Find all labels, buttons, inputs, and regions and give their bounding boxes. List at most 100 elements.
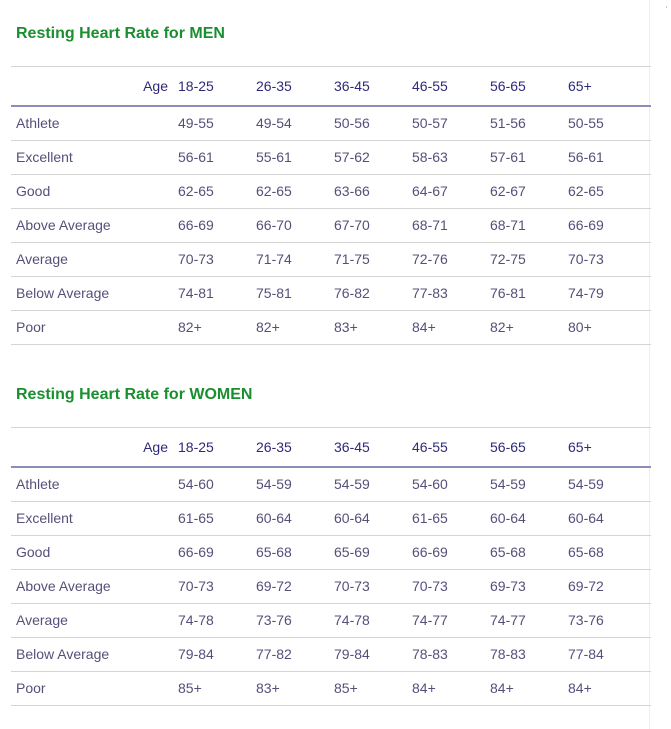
heart-rate-range-cell: 62-65	[256, 174, 334, 209]
age-range-header: 56-65	[490, 427, 568, 468]
heart-rate-range-cell: 74-79	[568, 276, 651, 311]
fitness-level-label: Athlete	[11, 106, 178, 141]
heart-rate-range-cell: 56-61	[178, 140, 256, 175]
age-range-header: 36-45	[334, 427, 412, 468]
table-row: Poor 82+ 82+ 83+ 84+ 82+ 80+	[11, 310, 651, 345]
fitness-level-label: Above Average	[11, 208, 178, 243]
heart-rate-range-cell: 54-59	[490, 467, 568, 502]
heart-rate-range-cell: 77-83	[412, 276, 490, 311]
table-row: Above Average 70-73 69-72 70-73 70-73 69-73 69…	[11, 569, 651, 604]
heart-rate-range-cell: 77-82	[256, 637, 334, 672]
scroll-indicator	[666, 6, 667, 8]
women-heart-rate-table: Age 18-25 26-35 36-45 46-55 56-65 65+ At…	[11, 427, 651, 706]
heart-rate-range-cell: 69-73	[490, 569, 568, 604]
heart-rate-range-cell: 77-84	[568, 637, 651, 672]
table-row: Good 62-65 62-65 63-66 64-67 62-67 62-65	[11, 174, 651, 209]
heart-rate-range-cell: 54-60	[178, 467, 256, 502]
heart-rate-range-cell: 50-56	[334, 106, 412, 141]
heart-rate-range-cell: 68-71	[490, 208, 568, 243]
heart-rate-range-cell: 60-64	[256, 501, 334, 536]
heart-rate-range-cell: 60-64	[334, 501, 412, 536]
table-row: Average 70-73 71-74 71-75 72-76 72-75 70-73	[11, 242, 651, 277]
heart-rate-range-cell: 70-73	[178, 569, 256, 604]
heart-rate-range-cell: 74-77	[412, 603, 490, 638]
table-header-row: Age 18-25 26-35 36-45 46-55 56-65 65+	[11, 66, 651, 107]
heart-rate-range-cell: 64-67	[412, 174, 490, 209]
heart-rate-range-cell: 50-57	[412, 106, 490, 141]
heart-rate-range-cell: 57-61	[490, 140, 568, 175]
heart-rate-range-cell: 79-84	[178, 637, 256, 672]
heart-rate-range-cell: 84+	[412, 310, 490, 345]
table-row: Above Average 66-69 66-70 67-70 68-71 68-71 66…	[11, 208, 651, 243]
heart-rate-range-cell: 54-59	[334, 467, 412, 502]
heart-rate-range-cell: 70-73	[334, 569, 412, 604]
heart-rate-range-cell: 54-59	[256, 467, 334, 502]
heart-rate-range-cell: 69-72	[256, 569, 334, 604]
heart-rate-range-cell: 83+	[256, 671, 334, 706]
heart-rate-range-cell: 62-67	[490, 174, 568, 209]
fitness-level-label: Excellent	[11, 140, 178, 175]
fitness-level-label: Below Average	[11, 637, 178, 672]
heart-rate-range-cell: 85+	[178, 671, 256, 706]
table-header-row: Age 18-25 26-35 36-45 46-55 56-65 65+	[11, 427, 651, 468]
table-row: Athlete 49-55 49-54 50-56 50-57 51-56 50-55	[11, 106, 651, 141]
table-row: Good 66-69 65-68 65-69 66-69 65-68 65-68	[11, 535, 651, 570]
heart-rate-range-cell: 66-69	[412, 535, 490, 570]
heart-rate-range-cell: 57-62	[334, 140, 412, 175]
heart-rate-range-cell: 54-60	[412, 467, 490, 502]
heart-rate-range-cell: 60-64	[568, 501, 651, 536]
table-row: Below Average 74-81 75-81 76-82 77-83 76-81 74…	[11, 276, 651, 311]
age-range-header: 36-45	[334, 66, 412, 107]
heart-rate-range-cell: 70-73	[178, 242, 256, 277]
heart-rate-range-cell: 66-70	[256, 208, 334, 243]
heart-rate-range-cell: 50-55	[568, 106, 651, 141]
age-range-header: 26-35	[256, 66, 334, 107]
heart-rate-range-cell: 78-83	[490, 637, 568, 672]
heart-rate-range-cell: 75-81	[256, 276, 334, 311]
heart-rate-range-cell: 82+	[490, 310, 568, 345]
heart-rate-range-cell: 80+	[568, 310, 651, 345]
fitness-level-label: Average	[11, 242, 178, 277]
age-column-label: Age	[11, 427, 178, 468]
heart-rate-range-cell: 82+	[256, 310, 334, 345]
heart-rate-range-cell: 65-69	[334, 535, 412, 570]
heart-rate-range-cell: 66-69	[568, 208, 651, 243]
age-range-header: 56-65	[490, 66, 568, 107]
heart-rate-range-cell: 74-78	[178, 603, 256, 638]
heart-rate-range-cell: 72-76	[412, 242, 490, 277]
heart-rate-range-cell: 72-75	[490, 242, 568, 277]
heart-rate-range-cell: 83+	[334, 310, 412, 345]
age-range-header: 65+	[568, 66, 651, 107]
page-edge-divider	[649, 0, 650, 729]
heart-rate-range-cell: 73-76	[568, 603, 651, 638]
heart-rate-range-cell: 68-71	[412, 208, 490, 243]
age-range-header: 26-35	[256, 427, 334, 468]
age-range-header: 46-55	[412, 427, 490, 468]
age-range-header: 18-25	[178, 66, 256, 107]
age-range-header: 18-25	[178, 427, 256, 468]
men-heart-rate-table: Age 18-25 26-35 36-45 46-55 56-65 65+ At…	[11, 66, 651, 345]
fitness-level-label: Athlete	[11, 467, 178, 502]
heart-rate-range-cell: 49-55	[178, 106, 256, 141]
heart-rate-range-cell: 70-73	[568, 242, 651, 277]
heart-rate-range-cell: 65-68	[568, 535, 651, 570]
heart-rate-range-cell: 61-65	[412, 501, 490, 536]
heart-rate-range-cell: 70-73	[412, 569, 490, 604]
heart-rate-range-cell: 62-65	[568, 174, 651, 209]
fitness-level-label: Poor	[11, 310, 178, 345]
fitness-level-label: Above Average	[11, 569, 178, 604]
heart-rate-range-cell: 85+	[334, 671, 412, 706]
heart-rate-range-cell: 67-70	[334, 208, 412, 243]
heart-rate-range-cell: 54-59	[568, 467, 651, 502]
fitness-level-label: Poor	[11, 671, 178, 706]
table-row: Below Average 79-84 77-82 79-84 78-83 78-83 77…	[11, 637, 651, 672]
heart-rate-range-cell: 73-76	[256, 603, 334, 638]
heart-rate-range-cell: 84+	[490, 671, 568, 706]
table-row: Poor 85+ 83+ 85+ 84+ 84+ 84+	[11, 671, 651, 706]
heart-rate-range-cell: 69-72	[568, 569, 651, 604]
heart-rate-range-cell: 66-69	[178, 208, 256, 243]
heart-rate-range-cell: 84+	[412, 671, 490, 706]
heart-rate-range-cell: 71-74	[256, 242, 334, 277]
heart-rate-range-cell: 74-77	[490, 603, 568, 638]
heart-rate-range-cell: 74-81	[178, 276, 256, 311]
